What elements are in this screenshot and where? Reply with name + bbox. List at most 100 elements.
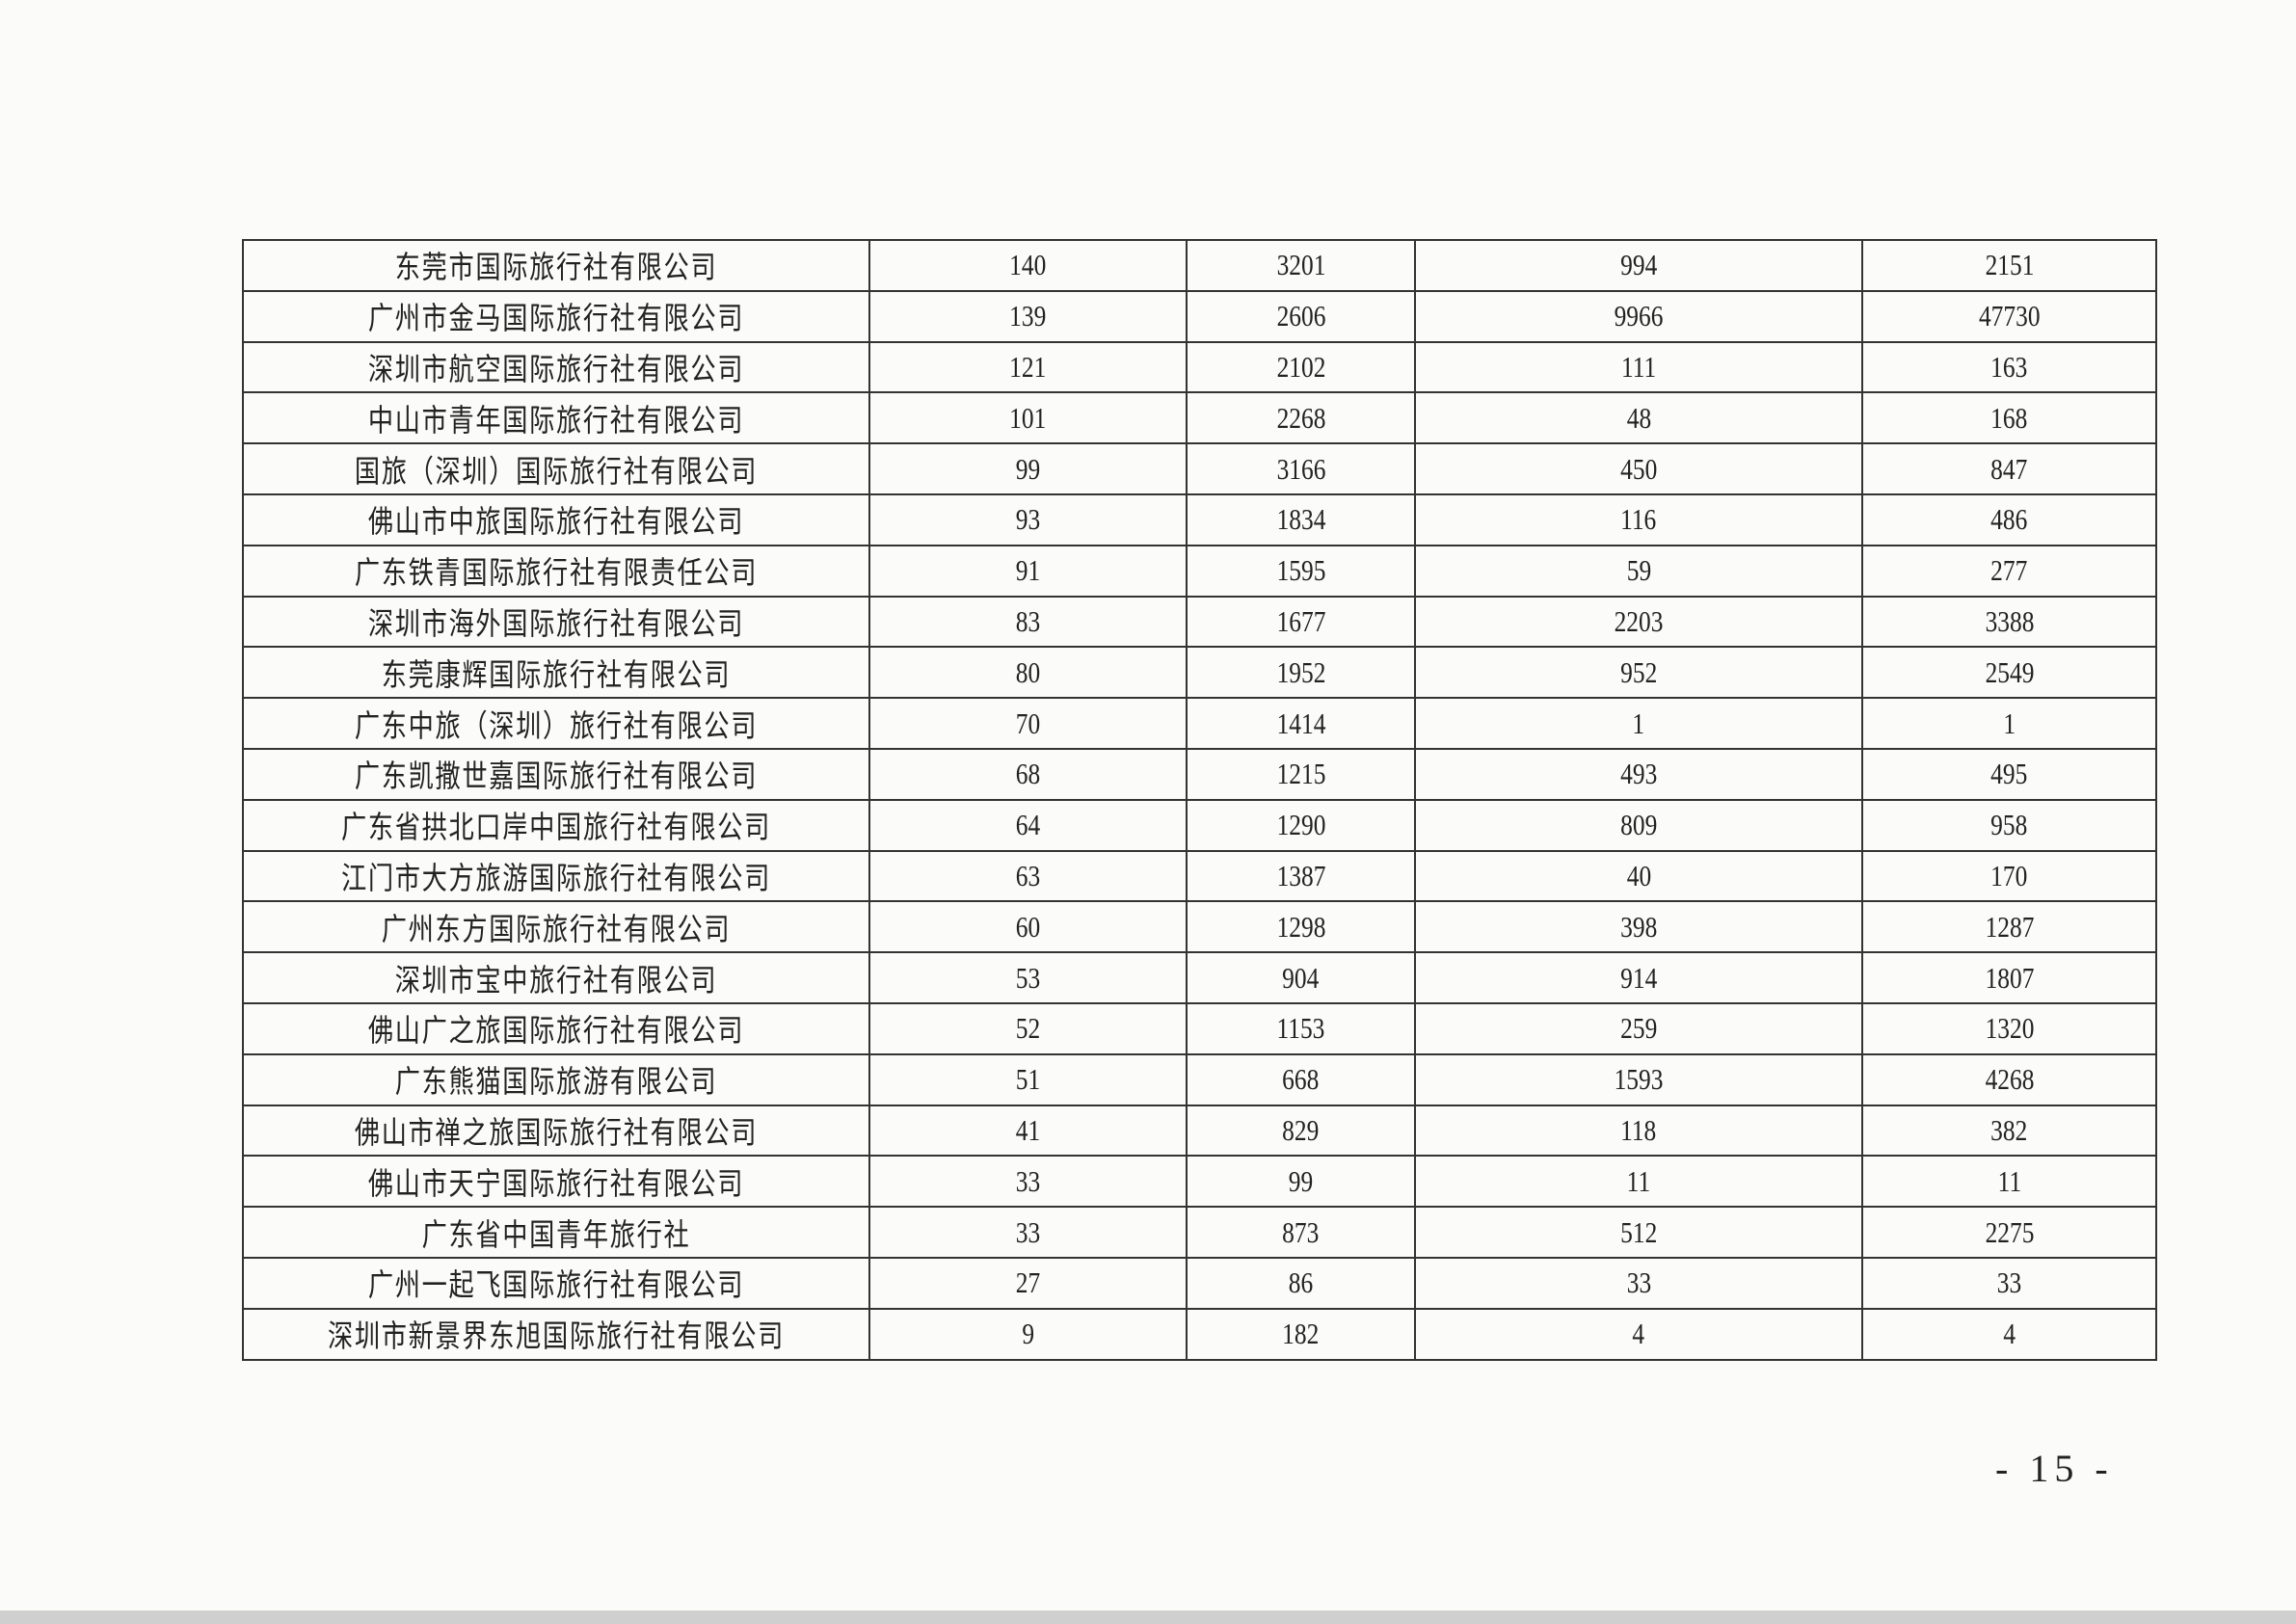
value-cell: 4 (1861, 1307, 2157, 1361)
agency-name-cell: 佛山市禅之旅国际旅行社有限公司 (242, 1104, 870, 1158)
value-cell: 1593 (1414, 1052, 1863, 1106)
cell-text: 382 (1990, 1112, 2028, 1147)
cell-text: 512 (1619, 1214, 1658, 1249)
value-cell: 33 (1861, 1256, 2157, 1310)
cell-text: 86 (1288, 1265, 1314, 1300)
cell-text: 139 (1009, 299, 1047, 333)
value-cell: 1807 (1861, 951, 2157, 1004)
agency-name-cell: 佛山市中旅国际旅行社有限公司 (242, 493, 870, 546)
cell-text: 99 (1288, 1163, 1314, 1198)
agency-name-cell: 深圳市宝中旅行社有限公司 (242, 951, 870, 1004)
cell-text: 40 (1626, 858, 1651, 892)
value-cell: 1320 (1861, 1001, 2157, 1055)
value-cell: 914 (1414, 951, 1863, 1004)
cell-text: 1414 (1276, 706, 1325, 740)
value-cell: 9 (868, 1307, 1188, 1361)
table-row: 深圳市海外国际旅行社有限公司 83 1677 2203 3388 (242, 595, 2157, 649)
cell-text: 深圳市宝中旅行社有限公司 (394, 962, 718, 998)
table-row: 佛山市中旅国际旅行社有限公司 93 1834 116 486 (242, 493, 2157, 546)
value-cell: 382 (1861, 1104, 2157, 1158)
value-cell: 9966 (1414, 289, 1863, 343)
cell-text: 广州市金马国际旅行社有限公司 (367, 301, 745, 336)
cell-text: 163 (1990, 349, 2028, 384)
agency-name-cell: 广东中旅（深圳）旅行社有限公司 (242, 697, 870, 750)
agency-name-cell: 佛山广之旅国际旅行社有限公司 (242, 1001, 870, 1055)
value-cell: 277 (1861, 544, 2157, 598)
table-row: 国旅（深圳）国际旅行社有限公司 99 3166 450 847 (242, 442, 2157, 495)
table-row: 江门市大方旅游国际旅行社有限公司 63 1387 40 170 (242, 849, 2157, 903)
value-cell: 3201 (1186, 239, 1416, 292)
agency-name-cell: 佛山市天宁国际旅行社有限公司 (242, 1155, 870, 1209)
cell-text: 1593 (1614, 1062, 1664, 1097)
cell-text: 2102 (1276, 349, 1325, 384)
value-cell: 4 (1414, 1307, 1863, 1361)
value-cell: 2102 (1186, 340, 1416, 394)
cell-text: 450 (1619, 451, 1658, 486)
cell-text: 170 (1990, 858, 2028, 892)
value-cell: 168 (1861, 391, 2157, 445)
cell-text: 48 (1626, 400, 1651, 435)
cell-text: 1287 (1985, 909, 2034, 944)
value-cell: 873 (1186, 1206, 1416, 1259)
value-cell: 48 (1414, 391, 1863, 445)
value-cell: 904 (1186, 951, 1416, 1004)
cell-text: 4 (1632, 1317, 1645, 1351)
value-cell: 11 (1861, 1155, 2157, 1209)
cell-text: 广州一起飞国际旅行社有限公司 (367, 1267, 745, 1303)
table-row: 东莞市国际旅行社有限公司 140 3201 994 2151 (242, 239, 2157, 292)
value-cell: 493 (1414, 747, 1863, 801)
value-cell: 847 (1861, 442, 2157, 495)
value-cell: 33 (1414, 1256, 1863, 1310)
cell-text: 广东中旅（深圳）旅行社有限公司 (354, 707, 759, 743)
table-row: 深圳市新景界东旭国际旅行社有限公司 9 182 4 4 (242, 1307, 2157, 1361)
agency-name-cell: 广州一起飞国际旅行社有限公司 (242, 1256, 870, 1310)
cell-text: 1677 (1276, 603, 1325, 638)
value-cell: 140 (868, 239, 1188, 292)
cell-text: 33 (1996, 1265, 2022, 1300)
cell-text: 59 (1626, 553, 1651, 588)
value-cell: 1287 (1861, 900, 2157, 954)
cell-text: 33 (1015, 1163, 1041, 1198)
value-cell: 51 (868, 1052, 1188, 1106)
table-row: 东莞康辉国际旅行社有限公司 80 1952 952 2549 (242, 646, 2157, 700)
value-cell: 2275 (1861, 1206, 2157, 1259)
scan-edge (0, 1611, 2296, 1624)
cell-text: 486 (1990, 502, 2028, 537)
cell-text: 江门市大方旅游国际旅行社有限公司 (340, 860, 772, 895)
table-row: 深圳市航空国际旅行社有限公司 121 2102 111 163 (242, 340, 2157, 394)
cell-text: 118 (1620, 1112, 1657, 1147)
agency-name-cell: 深圳市海外国际旅行社有限公司 (242, 595, 870, 649)
cell-text: 47730 (1978, 299, 2041, 333)
cell-text: 116 (1620, 502, 1657, 537)
table-body: 东莞市国际旅行社有限公司 140 3201 994 2151 广州市金马国际旅行社有限公司… (242, 239, 2157, 1361)
value-cell: 1834 (1186, 493, 1416, 546)
value-cell: 53 (868, 951, 1188, 1004)
table-row: 深圳市宝中旅行社有限公司 53 904 914 1807 (242, 951, 2157, 1004)
cell-text: 847 (1990, 451, 2028, 486)
value-cell: 1153 (1186, 1001, 1416, 1055)
value-cell: 101 (868, 391, 1188, 445)
cell-text: 277 (1990, 553, 2028, 588)
agency-name-cell: 广东凯撒世嘉国际旅行社有限公司 (242, 747, 870, 801)
cell-text: 广州东方国际旅行社有限公司 (381, 911, 732, 946)
cell-text: 佛山市禅之旅国际旅行社有限公司 (354, 1114, 759, 1150)
value-cell: 1387 (1186, 849, 1416, 903)
value-cell: 33 (868, 1206, 1188, 1259)
cell-text: 33 (1626, 1265, 1651, 1300)
value-cell: 68 (868, 747, 1188, 801)
value-cell: 3388 (1861, 595, 2157, 649)
value-cell: 41 (868, 1104, 1188, 1158)
agency-name-cell: 东莞市国际旅行社有限公司 (242, 239, 870, 292)
value-cell: 495 (1861, 747, 2157, 801)
agency-name-cell: 国旅（深圳）国际旅行社有限公司 (242, 442, 870, 495)
cell-text: 1153 (1276, 1011, 1325, 1046)
value-cell: 3166 (1186, 442, 1416, 495)
cell-text: 2606 (1276, 299, 1325, 333)
cell-text: 1 (2003, 706, 2016, 740)
value-cell: 2203 (1414, 595, 1863, 649)
cell-text: 60 (1015, 909, 1041, 944)
value-cell: 486 (1861, 493, 2157, 546)
agency-name-cell: 广东省中国青年旅行社 (242, 1206, 870, 1259)
value-cell: 2268 (1186, 391, 1416, 445)
cell-text: 广东凯撒世嘉国际旅行社有限公司 (354, 759, 759, 794)
